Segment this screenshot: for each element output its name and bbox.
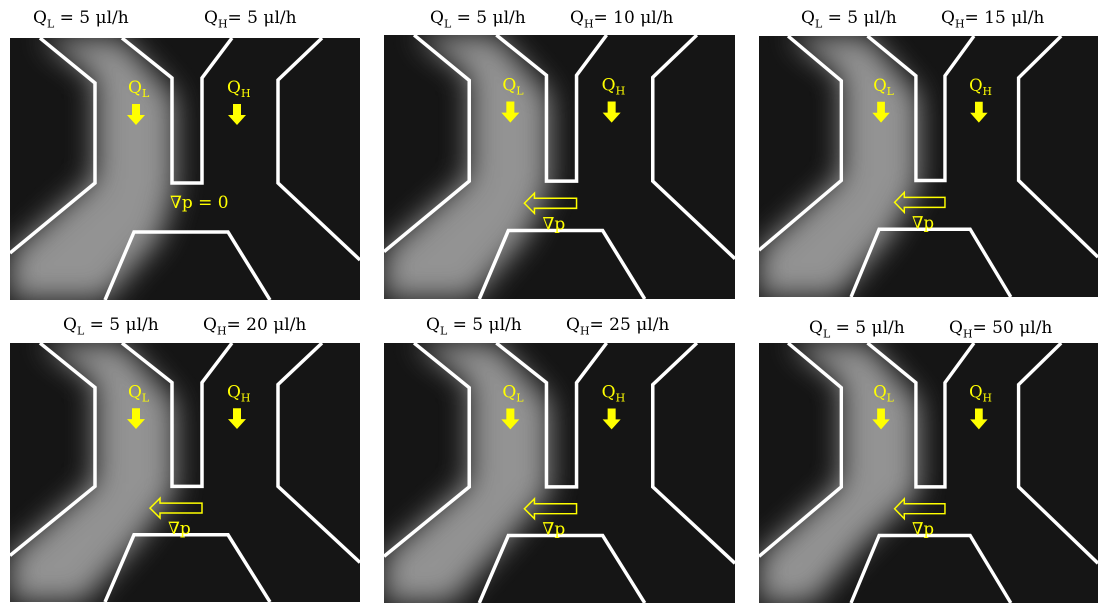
left-arrow-icon [523, 191, 578, 216]
fluorescent-stream [759, 343, 919, 603]
channel-wall-bottom [103, 533, 272, 602]
left-arrow-icon [523, 497, 578, 521]
pressure-gradient-label: ∇p [542, 519, 565, 539]
caption-flow-rate-high: QH= 5 μl/h [204, 8, 297, 31]
channel-wall-left [759, 343, 844, 558]
channel-wall-right [276, 38, 360, 262]
down-arrow-icon [602, 408, 621, 430]
caption-flow-rate-high: QH= 15 μl/h [941, 8, 1045, 31]
down-arrow-icon [228, 104, 246, 125]
caption-flow-rate-low: QL = 5 μl/h [63, 315, 159, 338]
channel-wall-right [1016, 343, 1098, 565]
caption-flow-rate-low: QL = 5 μl/h [430, 8, 526, 31]
microscope-image: QL QH ∇p [384, 35, 735, 299]
channel-wall-bottom [103, 230, 272, 300]
channel-wall-center [495, 343, 609, 489]
channel-wall-center [495, 35, 609, 183]
channel-wall-right [651, 343, 735, 565]
left-arrow-icon [148, 496, 203, 520]
channel-wall-center [866, 343, 976, 489]
down-arrow-icon [501, 101, 520, 123]
left-arrow-icon [893, 497, 946, 521]
down-arrow-icon [127, 104, 145, 125]
caption-flow-rate-high: QH= 25 μl/h [566, 315, 670, 338]
left-arrow-icon [893, 190, 946, 215]
pressure-gradient-label: ∇p [168, 518, 191, 538]
microscope-image: QL QH ∇p [759, 36, 1098, 297]
channel-wall-left [10, 38, 97, 255]
channel-wall-left [384, 35, 471, 254]
caption-flow-rate-high: QH= 20 μl/h [203, 315, 307, 338]
channel-wall-bottom [477, 228, 647, 299]
pressure-gradient-label: ∇p [912, 212, 934, 232]
pressure-gradient-label: ∇p = 0 [170, 193, 229, 213]
channel-wall-left [759, 36, 844, 252]
channel-wall-right [276, 343, 360, 564]
down-arrow-icon [501, 408, 520, 430]
pressure-gradient-label: ∇p [542, 214, 565, 234]
down-arrow-icon [602, 101, 621, 123]
down-arrow-icon [970, 101, 988, 123]
caption-flow-rate-low: QL = 5 μl/h [426, 315, 522, 338]
channel-wall-left [10, 343, 97, 557]
caption-flow-rate-high: QH= 50 μl/h [949, 318, 1053, 341]
caption-flow-rate-low: QL = 5 μl/h [33, 8, 129, 31]
down-arrow-icon [970, 408, 988, 430]
channel-wall-right [1016, 36, 1098, 259]
down-arrow-icon [228, 408, 246, 430]
caption-flow-rate-low: QL = 5 μl/h [801, 8, 897, 31]
channel-wall-center [120, 38, 234, 185]
channel-wall-center [866, 36, 976, 183]
microscope-image: QL QH ∇p = 0 [10, 38, 360, 300]
caption-flow-rate-low: QL = 5 μl/h [809, 318, 905, 341]
channel-wall-right [651, 35, 735, 260]
down-arrow-icon [127, 408, 145, 430]
channel-wall-left [384, 343, 471, 558]
pressure-gradient-label: ∇p [912, 519, 934, 538]
microscope-image: QL QH ∇p [384, 343, 735, 603]
channel-wall-bottom [849, 533, 1013, 603]
caption-flow-rate-high: QH= 10 μl/h [570, 8, 674, 31]
channel-wall-bottom [849, 227, 1013, 297]
channel-wall-bottom [477, 533, 647, 603]
down-arrow-icon [872, 101, 890, 123]
channel-wall-center [120, 343, 234, 489]
microscope-image: QL QH ∇p [759, 343, 1098, 603]
microscope-image: QL QH ∇p [10, 343, 360, 602]
down-arrow-icon [872, 408, 890, 430]
